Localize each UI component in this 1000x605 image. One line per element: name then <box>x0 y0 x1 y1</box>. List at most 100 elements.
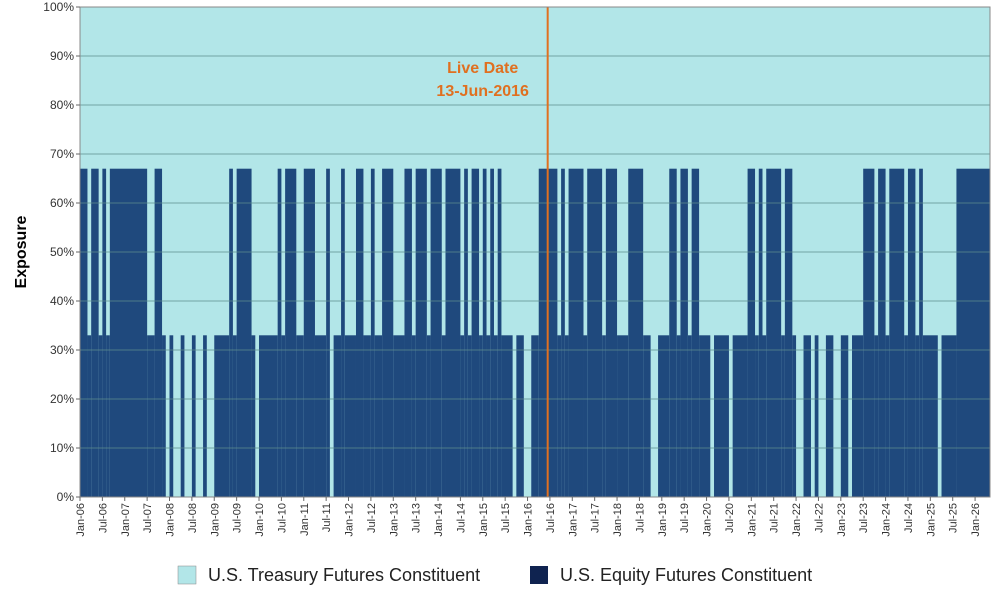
equity-area-segment <box>490 168 494 497</box>
equity-area-segment <box>296 335 304 497</box>
equity-area-segment <box>803 335 811 497</box>
equity-area-segment <box>333 335 342 497</box>
x-tick-label: Jul-07 <box>142 503 154 533</box>
legend-label-equity: U.S. Equity Futures Constituent <box>560 565 812 585</box>
equity-area-segment <box>568 168 584 497</box>
x-tick-label: Jul-23 <box>858 503 870 533</box>
x-tick-label: Jan-25 <box>925 503 937 537</box>
equity-area-segment <box>482 168 487 497</box>
equity-area-segment <box>878 168 886 497</box>
equity-area-segment <box>687 335 692 497</box>
equity-area-segment <box>676 335 681 497</box>
equity-area-segment <box>643 335 651 497</box>
y-axis-ticks: 0% 10% 20% 30% 40% 50% 60% 70% 80% 90% 100% <box>43 0 80 504</box>
equity-area-segment <box>814 335 819 497</box>
equity-area-segment <box>557 335 562 497</box>
equity-area-segment <box>501 335 513 497</box>
equity-area-segment <box>154 168 163 497</box>
x-tick-label: Jan-17 <box>567 503 579 537</box>
equity-area-segment <box>732 335 748 497</box>
equity-area-segment <box>516 335 524 497</box>
equity-area-segment <box>445 168 461 497</box>
x-tick-label: Jan-09 <box>209 503 221 537</box>
x-tick-label: Jan-21 <box>746 503 758 537</box>
equity-area-segment <box>658 335 670 497</box>
equity-area-segment <box>415 168 427 497</box>
x-tick-label: Jan-07 <box>120 503 132 537</box>
x-tick-label: Jul-21 <box>769 503 781 533</box>
y-tick-label: 90% <box>50 49 74 63</box>
equity-area-segment <box>919 168 923 497</box>
equity-area-segment <box>784 168 793 497</box>
equity-area-segment <box>464 168 468 497</box>
equity-area-segment <box>169 335 174 497</box>
equity-area-segment <box>471 168 480 497</box>
equity-area-segment <box>915 335 920 497</box>
equity-area-segment <box>840 335 849 497</box>
equity-area-segment <box>852 335 864 497</box>
equity-area-segment <box>106 335 110 497</box>
x-tick-label: Jul-14 <box>455 503 467 533</box>
equity-area-segment <box>404 168 412 497</box>
legend: U.S. Treasury Futures Constituent U.S. E… <box>177 565 812 585</box>
equity-area-segment <box>460 335 465 497</box>
equity-area-segment <box>486 335 491 497</box>
equity-area-segment <box>98 335 103 497</box>
equity-area-segment <box>162 335 166 497</box>
equity-area-segment <box>303 168 315 497</box>
x-tick-label: Jul-15 <box>500 503 512 533</box>
equity-area-segment <box>411 335 416 497</box>
equity-area-segment <box>370 168 375 497</box>
live-date-annotation: Live Date 13-Jun-2016 <box>436 7 549 497</box>
equity-area-segment <box>191 335 196 497</box>
y-tick-label: 0% <box>57 490 75 504</box>
equity-area-segment <box>430 168 442 497</box>
x-tick-label: Jan-13 <box>388 503 400 537</box>
x-tick-label: Jan-19 <box>657 503 669 537</box>
x-tick-label: Jan-08 <box>165 503 177 537</box>
x-tick-label: Jan-23 <box>836 503 848 537</box>
x-tick-label: Jan-24 <box>881 503 893 537</box>
equity-area-segment <box>281 335 286 497</box>
equity-area-segment <box>907 168 916 497</box>
x-tick-label: Jul-06 <box>97 503 109 533</box>
x-tick-label: Jul-19 <box>679 503 691 533</box>
y-tick-label: 100% <box>43 0 74 14</box>
equity-area-segment <box>326 168 330 497</box>
equity-area-segment <box>874 335 879 497</box>
equity-area-segment <box>109 168 148 497</box>
x-tick-label: Jan-10 <box>254 503 266 537</box>
equity-area-segment <box>583 335 588 497</box>
y-tick-label: 80% <box>50 98 74 112</box>
x-tick-label: Jan-06 <box>75 503 87 537</box>
legend-swatch-treasury <box>177 565 197 585</box>
y-tick-label: 70% <box>50 147 74 161</box>
y-tick-label: 10% <box>50 441 74 455</box>
equity-area-segment <box>825 335 834 497</box>
live-date-value: 13-Jun-2016 <box>436 83 529 100</box>
equity-area-segment <box>232 335 237 497</box>
equity-area-segment <box>564 335 569 497</box>
x-tick-label: Jan-16 <box>523 503 535 537</box>
live-date-label: Live Date <box>447 60 518 77</box>
x-tick-label: Jul-22 <box>813 503 825 533</box>
equity-area-segment <box>863 168 875 497</box>
x-tick-label: Jul-13 <box>411 503 423 533</box>
equity-area-segment <box>755 335 759 497</box>
x-tick-label: Jan-18 <box>612 503 624 537</box>
equity-area-segment <box>147 335 155 497</box>
x-axis-ticks: Jan-06 Jul-06 Jan-07 Jul-07 Jan-08 Jul-08 Jan-… <box>75 497 982 537</box>
y-tick-label: 20% <box>50 392 74 406</box>
x-tick-label: Jul-18 <box>634 503 646 533</box>
equity-area-segment <box>781 335 785 497</box>
x-tick-label: Jul-10 <box>276 503 288 533</box>
equity-area-segment <box>941 335 957 497</box>
x-tick-label: Jul-20 <box>724 503 736 533</box>
equity-area-segment <box>382 168 394 497</box>
equity-area-segment <box>277 168 282 497</box>
y-tick-label: 50% <box>50 245 74 259</box>
equity-area-segment <box>180 335 185 497</box>
equity-area-segment <box>479 335 483 497</box>
